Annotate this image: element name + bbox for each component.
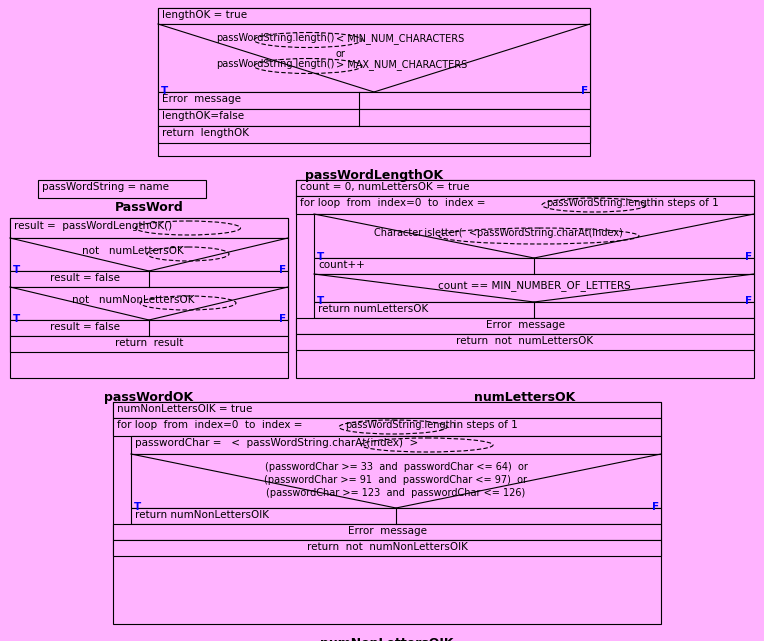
- Text: Error  message: Error message: [162, 94, 241, 104]
- Text: for loop  from  index=0  to  index =: for loop from index=0 to index =: [300, 198, 485, 208]
- Text: in steps of 1: in steps of 1: [447, 420, 518, 430]
- Bar: [113, 540, 661, 556]
- Bar: [314, 302, 754, 318]
- Text: numNonLettersOIK = true: numNonLettersOIK = true: [117, 404, 252, 414]
- Bar: [158, 24, 590, 92]
- Text: count = 0, numLettersOK = true: count = 0, numLettersOK = true: [300, 182, 470, 192]
- Bar: [158, 126, 590, 143]
- Text: T: T: [134, 502, 141, 512]
- Text: passWordString.length(): passWordString.length(): [216, 33, 335, 43]
- Bar: [10, 218, 288, 238]
- Bar: [38, 180, 206, 198]
- Text: > MAX_NUM_CHARACTERS: > MAX_NUM_CHARACTERS: [336, 59, 468, 70]
- Text: passWordOK: passWordOK: [105, 391, 193, 404]
- Text: in steps of 1: in steps of 1: [648, 198, 719, 208]
- Text: return  not  numLettersOK: return not numLettersOK: [456, 336, 594, 346]
- Bar: [113, 524, 661, 540]
- Bar: [296, 334, 754, 350]
- Text: or: or: [336, 49, 346, 59]
- Bar: [158, 8, 590, 156]
- Bar: [296, 180, 754, 196]
- Bar: [10, 238, 288, 271]
- Bar: [131, 454, 661, 508]
- Text: Character.isletter(  <passWordString.charAt(index): Character.isletter( <passWordString.char…: [374, 228, 623, 238]
- Text: F: F: [745, 296, 752, 306]
- Bar: [10, 218, 288, 378]
- Text: not   numLettersOK: not numLettersOK: [82, 246, 184, 256]
- Text: count == MIN_NUMBER_OF_LETTERS: count == MIN_NUMBER_OF_LETTERS: [438, 280, 630, 291]
- Bar: [10, 287, 288, 320]
- Text: return numNonLettersOIK: return numNonLettersOIK: [135, 510, 269, 520]
- Text: return  result: return result: [115, 338, 183, 348]
- Text: numNonLettersOIK: numNonLettersOIK: [320, 637, 454, 641]
- Text: (passwordChar >= 33  and  passwordChar <= 64)  or: (passwordChar >= 33 and passwordChar <= …: [264, 462, 527, 472]
- Text: F: F: [581, 86, 588, 96]
- Text: T: T: [317, 296, 324, 306]
- Text: Error  message: Error message: [348, 526, 426, 536]
- Text: T: T: [13, 265, 21, 275]
- Bar: [113, 418, 661, 436]
- Text: (passwordChar >= 91  and  passwordChar <= 97)  or: (passwordChar >= 91 and passwordChar <= …: [264, 475, 527, 485]
- Text: (passwordChar >= 123  and  passwordChar <= 126): (passwordChar >= 123 and passwordChar <=…: [267, 488, 526, 498]
- Text: passWordString = name: passWordString = name: [42, 182, 169, 192]
- Bar: [158, 92, 590, 109]
- Text: count++: count++: [318, 260, 364, 270]
- Text: passwordChar =   <  passWordString.charAt(index)  >: passwordChar = < passWordString.charAt(i…: [135, 438, 418, 448]
- Text: lengthOK = true: lengthOK = true: [162, 10, 247, 20]
- Text: passWordString.length: passWordString.length: [345, 420, 456, 430]
- Text: F: F: [652, 502, 659, 512]
- Text: T: T: [317, 252, 324, 262]
- Text: passWordString.length(): passWordString.length(): [216, 59, 335, 69]
- Bar: [314, 258, 754, 274]
- Text: F: F: [279, 265, 286, 275]
- Bar: [131, 436, 661, 454]
- Text: PassWord: PassWord: [115, 201, 183, 214]
- Bar: [296, 318, 754, 334]
- Text: T: T: [161, 86, 168, 96]
- Bar: [10, 320, 288, 336]
- Text: passWordString.length: passWordString.length: [546, 198, 657, 208]
- Bar: [10, 271, 288, 287]
- Text: passWordLengthOK: passWordLengthOK: [305, 169, 443, 182]
- Bar: [296, 196, 754, 214]
- Bar: [10, 336, 288, 352]
- Text: < MIN_NUM_CHARACTERS: < MIN_NUM_CHARACTERS: [336, 33, 465, 44]
- Bar: [113, 402, 661, 418]
- Text: result =  passWordLengthOK(): result = passWordLengthOK(): [14, 221, 172, 231]
- Text: lengthOK=false: lengthOK=false: [162, 111, 244, 121]
- Text: numLettersOK: numLettersOK: [474, 391, 575, 404]
- Bar: [314, 274, 754, 302]
- Bar: [296, 180, 754, 378]
- Text: for loop  from  index=0  to  index =: for loop from index=0 to index =: [117, 420, 303, 430]
- Text: not   numNonLettersOK: not numNonLettersOK: [72, 295, 195, 305]
- Bar: [158, 109, 590, 126]
- Text: F: F: [745, 252, 752, 262]
- Text: return numLettersOK: return numLettersOK: [318, 304, 429, 314]
- Bar: [131, 508, 661, 524]
- Bar: [113, 402, 661, 624]
- Text: return  not  numNonLettersOIK: return not numNonLettersOIK: [306, 542, 468, 552]
- Bar: [314, 214, 754, 258]
- Bar: [158, 8, 590, 24]
- Text: result = false: result = false: [50, 322, 120, 332]
- Text: return  lengthOK: return lengthOK: [162, 128, 249, 138]
- Text: F: F: [279, 314, 286, 324]
- Text: Error  message: Error message: [485, 320, 565, 330]
- Text: result = false: result = false: [50, 273, 120, 283]
- Text: T: T: [13, 314, 21, 324]
